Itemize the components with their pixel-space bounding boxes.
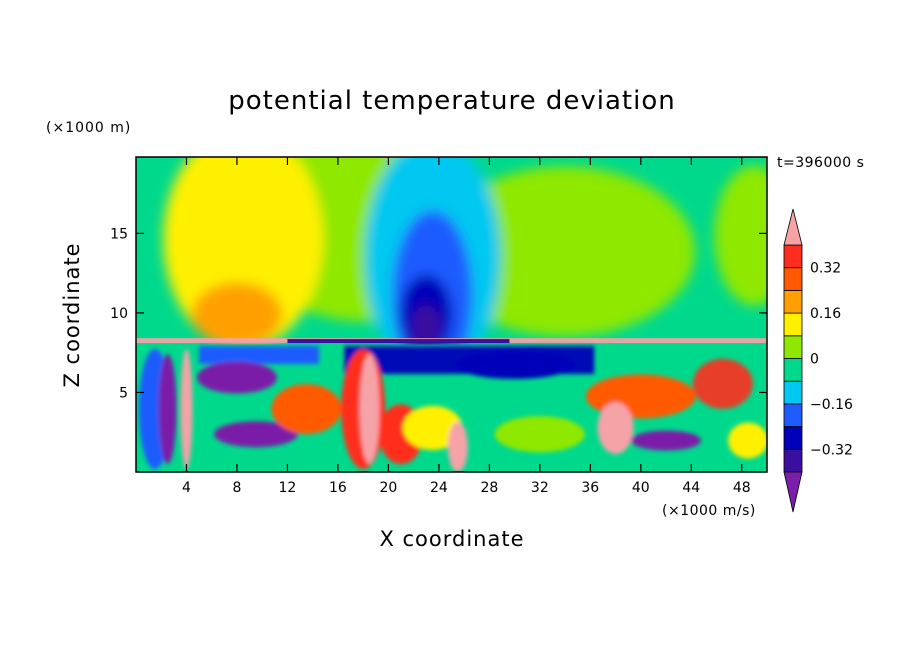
colorbar-band-9 (783, 244, 803, 269)
colorbar-extend-max (783, 208, 803, 246)
x-tick-label-2: 12 (279, 480, 297, 496)
colorbar-band-6 (783, 312, 803, 337)
x-tick-label-7: 32 (531, 480, 549, 496)
y-tick-label-1: 10 (110, 306, 128, 322)
colorbar-tick-label-3: −0.16 (810, 397, 853, 413)
x-tick-label-9: 40 (632, 480, 650, 496)
colorbar-tick-label-1: 0.16 (810, 306, 841, 322)
y-axis-unit-label: (×1000 m) (46, 120, 132, 136)
x-tick-label-11: 48 (733, 480, 751, 496)
x-tick-label-8: 36 (581, 480, 599, 496)
colorbar-band-4 (783, 358, 803, 382)
x-tick-label-1: 8 (232, 480, 241, 496)
colorbar-tick-label-4: −0.32 (810, 442, 853, 458)
y-tick-label-0: 5 (119, 385, 128, 401)
time-label: t=396000 s (777, 155, 865, 171)
colorbar-band-1 (783, 426, 803, 450)
plot-frame (135, 156, 768, 473)
colorbar-band-0 (783, 448, 803, 473)
colorbar-band-5 (783, 335, 803, 359)
upper-layer (163, 157, 767, 381)
x-tick-label-0: 4 (182, 480, 191, 496)
x-axis-unit-label: (×1000 m/s) (662, 503, 756, 519)
x-axis-label: X coordinate (379, 527, 525, 551)
colorbar: 0.32 0.16 0 −0.16 −0.32 (783, 208, 853, 513)
colorbar-band-8 (783, 267, 803, 291)
chart-title: potential temperature deviation (228, 86, 676, 116)
y-tick-label-2: 15 (110, 226, 128, 242)
x-tick-label-3: 16 (329, 480, 347, 496)
colorbar-tick-label-0: 0.32 (810, 261, 841, 277)
x-tick-label-5: 24 (430, 480, 448, 496)
colorbar-band-7 (783, 289, 803, 314)
x-tick-label-6: 28 (480, 480, 498, 496)
colorbar-tick-label-2: 0 (810, 352, 819, 368)
colorbar-band-3 (783, 380, 803, 405)
colorbar-band-2 (783, 403, 803, 427)
x-tick-label-4: 20 (379, 480, 397, 496)
x-tick-label-10: 44 (682, 480, 700, 496)
colorbar-extend-min (783, 471, 803, 513)
contour-field (136, 157, 767, 472)
